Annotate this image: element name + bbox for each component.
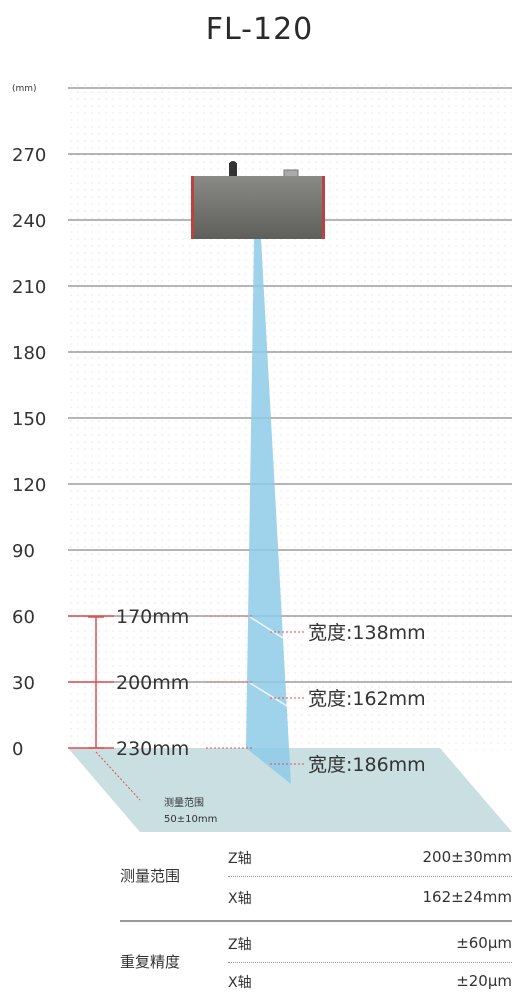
- width-label: 宽度:138mm: [308, 622, 426, 644]
- distance-labels: 170mm 200mm 230mm: [68, 606, 252, 760]
- spec-axis: Z轴: [228, 937, 252, 953]
- diagram-title: FL-120: [205, 12, 314, 47]
- width-label: 宽度:162mm: [308, 688, 426, 710]
- spec-row: X轴 ±20µm: [228, 964, 512, 998]
- spec-row: Z轴 200±30mm: [228, 840, 512, 874]
- dotted-separator: [228, 876, 512, 877]
- y-tick-label: 0: [12, 739, 23, 760]
- y-tick-label: 60: [12, 607, 35, 628]
- spec-value: 200±30mm: [422, 848, 512, 866]
- spec-axis: X轴: [228, 891, 252, 907]
- y-tick-label: 120: [12, 475, 46, 496]
- group-separator: [120, 920, 512, 922]
- width-label: 宽度:186mm: [308, 754, 426, 776]
- beam-edge-30: [249, 682, 288, 707]
- spec-value: 162±24mm: [422, 888, 512, 906]
- measurement-diagram: (mm) 270 240 210 180 150 120 90 60 30 0 170mm 200m…: [12, 80, 512, 832]
- range-note-line2: 50±10mm: [164, 814, 217, 825]
- measurement-base-plane: [68, 748, 512, 832]
- spec-group-name: 重复精度: [120, 953, 181, 971]
- y-axis-unit-label: (mm): [12, 84, 37, 94]
- y-tick-label: 180: [12, 343, 46, 364]
- y-tick-label: 90: [12, 541, 35, 562]
- range-note-line1: 测量范围: [164, 796, 204, 809]
- spec-value: ±20µm: [456, 972, 512, 990]
- beam-edge-60: [249, 616, 284, 639]
- laser-beam: [246, 238, 291, 784]
- y-tick-label: 30: [12, 673, 35, 694]
- y-tick-label: 150: [12, 409, 46, 430]
- sensor-device: [191, 161, 325, 239]
- y-tick-label: 240: [12, 211, 46, 232]
- spec-axis: X轴: [228, 975, 252, 991]
- width-labels: 宽度:138mm 宽度:162mm 宽度:186mm: [270, 622, 426, 776]
- distance-label: 200mm: [116, 672, 189, 694]
- spec-row: X轴 162±24mm: [228, 880, 512, 914]
- spec-axis: Z轴: [228, 851, 252, 867]
- distance-label: 230mm: [116, 738, 189, 760]
- spec-table: 测量范围 Z轴 200±30mm X轴 162±24mm 重复精度 Z轴 ±60…: [0, 840, 519, 992]
- y-tick-label: 210: [12, 277, 46, 298]
- y-axis-tick-labels: 270 240 210 180 150 120 90 60 30 0: [12, 145, 46, 760]
- spec-group-name: 测量范围: [120, 867, 181, 885]
- dotted-separator: [228, 962, 512, 963]
- spec-row: Z轴 ±60µm: [228, 926, 512, 960]
- distance-label: 170mm: [116, 606, 189, 628]
- y-tick-label: 270: [12, 145, 46, 166]
- spec-value: ±60µm: [456, 934, 512, 952]
